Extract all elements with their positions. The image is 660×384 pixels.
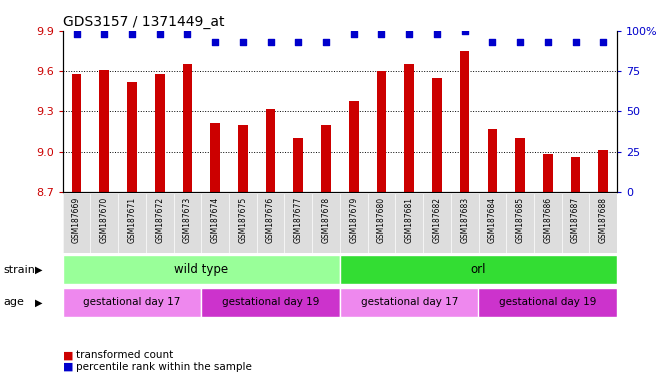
Bar: [460, 51, 469, 192]
Bar: [155, 74, 164, 192]
Point: [570, 39, 581, 45]
Bar: [340, 288, 478, 317]
Text: GSM187669: GSM187669: [72, 197, 81, 243]
Bar: [340, 255, 617, 284]
Text: ▶: ▶: [34, 297, 42, 308]
Text: ■: ■: [63, 362, 73, 372]
Point: [99, 31, 110, 37]
Point: [293, 39, 304, 45]
Text: percentile rank within the sample: percentile rank within the sample: [76, 362, 251, 372]
Point: [432, 31, 442, 37]
Text: GSM187683: GSM187683: [460, 197, 469, 243]
Bar: [321, 125, 331, 192]
Bar: [599, 150, 608, 192]
Text: GSM187674: GSM187674: [211, 197, 220, 243]
Bar: [515, 138, 525, 192]
Point: [154, 31, 165, 37]
Text: GSM187682: GSM187682: [432, 197, 442, 243]
Point: [598, 39, 609, 45]
Point: [321, 39, 331, 45]
Bar: [543, 154, 552, 192]
Point: [459, 28, 470, 34]
Bar: [294, 138, 303, 192]
Text: GSM187685: GSM187685: [515, 197, 525, 243]
Point: [348, 31, 359, 37]
Point: [543, 39, 553, 45]
Point: [182, 31, 193, 37]
Text: GSM187687: GSM187687: [571, 197, 580, 243]
Point: [238, 39, 248, 45]
Point: [404, 31, 414, 37]
Text: gestational day 17: gestational day 17: [83, 297, 181, 308]
Bar: [488, 129, 497, 192]
Point: [376, 31, 387, 37]
Point: [127, 31, 137, 37]
Text: GSM187671: GSM187671: [127, 197, 137, 243]
Text: GSM187670: GSM187670: [100, 197, 109, 243]
Bar: [63, 288, 201, 317]
Text: gestational day 19: gestational day 19: [499, 297, 597, 308]
Bar: [238, 125, 248, 192]
Bar: [478, 288, 617, 317]
Point: [210, 39, 220, 45]
Text: age: age: [3, 297, 24, 308]
Text: gestational day 17: gestational day 17: [360, 297, 458, 308]
Bar: [571, 157, 580, 192]
Bar: [211, 123, 220, 192]
Text: GSM187677: GSM187677: [294, 197, 303, 243]
Text: GSM187680: GSM187680: [377, 197, 386, 243]
Point: [71, 31, 82, 37]
Bar: [183, 64, 192, 192]
Point: [265, 39, 276, 45]
Bar: [377, 71, 386, 192]
Text: GSM187686: GSM187686: [543, 197, 552, 243]
Text: GSM187673: GSM187673: [183, 197, 192, 243]
Text: orl: orl: [471, 263, 486, 276]
Text: GSM187688: GSM187688: [599, 197, 608, 243]
Point: [487, 39, 498, 45]
Text: ■: ■: [63, 350, 73, 360]
Text: GSM187676: GSM187676: [266, 197, 275, 243]
Bar: [72, 74, 81, 192]
Bar: [201, 288, 340, 317]
Text: wild type: wild type: [174, 263, 228, 276]
Text: GSM187681: GSM187681: [405, 197, 414, 243]
Text: GSM187679: GSM187679: [349, 197, 358, 243]
Bar: [266, 109, 275, 192]
Point: [515, 39, 525, 45]
Bar: [127, 82, 137, 192]
Text: strain: strain: [3, 265, 35, 275]
Text: gestational day 19: gestational day 19: [222, 297, 319, 308]
Text: GSM187675: GSM187675: [238, 197, 248, 243]
Bar: [432, 78, 442, 192]
Text: GSM187672: GSM187672: [155, 197, 164, 243]
Text: GSM187684: GSM187684: [488, 197, 497, 243]
Text: ▶: ▶: [34, 265, 42, 275]
Bar: [100, 70, 109, 192]
Text: GDS3157 / 1371449_at: GDS3157 / 1371449_at: [63, 15, 224, 29]
Bar: [63, 255, 340, 284]
Bar: [405, 64, 414, 192]
Text: GSM187678: GSM187678: [321, 197, 331, 243]
Bar: [349, 101, 358, 192]
Text: transformed count: transformed count: [76, 350, 173, 360]
